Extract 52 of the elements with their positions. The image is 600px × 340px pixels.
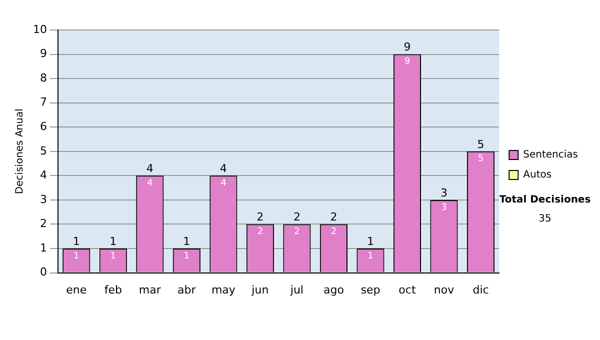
y-tick-label: 8 (40, 71, 47, 84)
x-tick-label: sep (360, 283, 380, 296)
data-label: 2 (294, 227, 300, 238)
y-tick-label: 2 (40, 217, 47, 230)
data-label: 5 (478, 154, 484, 164)
y-tick-label: 6 (40, 120, 47, 133)
x-tick-label: dic (472, 283, 489, 296)
total-label: 9 (404, 40, 411, 54)
x-tick-label: ene (66, 283, 87, 296)
y-tick-label: 3 (40, 192, 47, 206)
legend-label: Sentencias (523, 150, 578, 161)
data-label: 1 (368, 251, 374, 262)
total-label: 2 (256, 210, 264, 224)
x-tick-label: may (211, 283, 236, 296)
data-label: 1 (110, 251, 116, 262)
text: Total Decisiones (499, 194, 591, 206)
x-tick-label: ago (323, 283, 344, 296)
data-label: 1 (184, 251, 190, 262)
x-tick-label: jul (289, 283, 304, 296)
x-tick-label: nov (434, 283, 455, 296)
total-label: 4 (220, 162, 227, 176)
total-label: 2 (293, 210, 300, 224)
total-label: 1 (72, 234, 80, 248)
data-label: 3 (441, 202, 447, 213)
total-label: 5 (477, 138, 484, 151)
x-tick-label: oct (398, 283, 416, 296)
legend-label: Autos (523, 170, 552, 181)
y-tick-label: 4 (40, 168, 47, 182)
data-label: 2 (257, 227, 264, 238)
data-label: 2 (330, 227, 337, 238)
y-tick-label: 9 (40, 47, 47, 60)
x-tick-label: jun (250, 283, 269, 296)
total-label: 2 (330, 210, 338, 224)
y-axis-title: Decisiones Anual (14, 108, 26, 194)
y-tick-label: 0 (40, 266, 47, 279)
y-tick-label: 1 (40, 241, 47, 254)
text: 35 (538, 214, 552, 225)
x-tick-label: abr (178, 283, 196, 296)
y-tick-label: 10 (32, 22, 47, 36)
data-label: 1 (74, 251, 80, 262)
y-tick-label: 5 (40, 144, 47, 158)
total-label: 1 (110, 234, 117, 248)
data-label: 4 (220, 178, 227, 189)
x-tick-label: feb (104, 283, 122, 296)
total-label: 1 (183, 234, 190, 248)
data-label: 4 (147, 178, 154, 189)
total-label: 1 (366, 234, 374, 248)
y-tick-label: 7 (40, 96, 47, 109)
total-label: 3 (440, 186, 448, 200)
total-label: 4 (146, 162, 154, 176)
x-tick-label: mar (138, 283, 162, 296)
data-label: 9 (404, 57, 410, 68)
